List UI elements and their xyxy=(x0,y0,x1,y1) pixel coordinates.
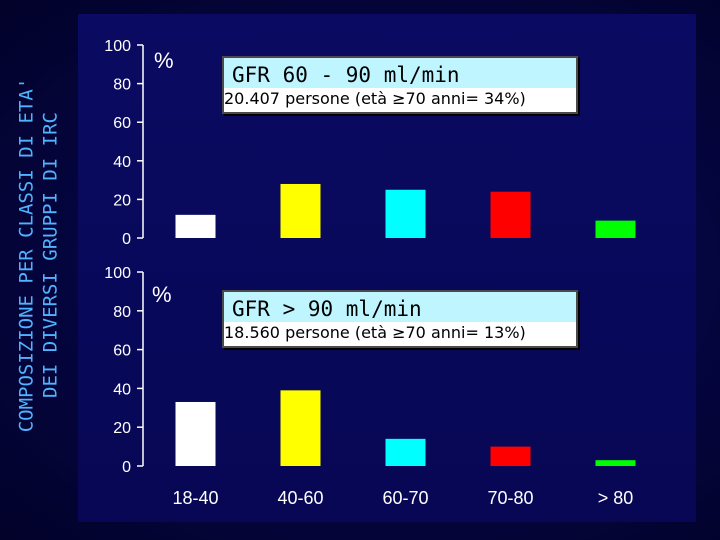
top-chart-title-box: GFR 60 - 90 ml/min 20.407 persone (età ≥… xyxy=(222,56,578,114)
top-chart-subtitle: 20.407 persone (età ≥70 anni= 34%) xyxy=(224,88,576,112)
bottom-y-tick-label: 0 xyxy=(122,459,131,476)
bottom-y-tick-label: 40 xyxy=(113,381,131,398)
bottom-chart-title-box: GFR > 90 ml/min 18.560 persone (età ≥70 … xyxy=(222,290,578,348)
top-y-tick-label: 60 xyxy=(113,115,131,132)
bottom-bar-70-80 xyxy=(490,446,531,466)
x-category-label: > 80 xyxy=(598,488,634,508)
top-chart-unit-label: % xyxy=(154,48,174,73)
top-y-tick-label: 100 xyxy=(104,38,131,55)
bottom-chart-unit-label: % xyxy=(152,282,172,307)
top-y-tick-label: 0 xyxy=(122,231,131,248)
top-y-tick-label: 20 xyxy=(113,192,131,209)
x-category-label: 70-80 xyxy=(487,488,533,508)
bottom-y-tick-label: 20 xyxy=(113,420,131,437)
bottom-bar-60-70 xyxy=(385,438,426,466)
bottom-y-tick-label: 100 xyxy=(104,265,131,282)
top-bar--80 xyxy=(595,220,636,238)
bottom-chart-title: GFR > 90 ml/min xyxy=(232,297,422,321)
bottom-y-tick-label: 80 xyxy=(113,304,131,321)
bottom-bar-18-40 xyxy=(175,401,216,466)
top-bar-70-80 xyxy=(490,191,531,238)
top-y-tick-label: 40 xyxy=(113,154,131,171)
top-bar-18-40 xyxy=(175,214,216,238)
top-chart-title: GFR 60 - 90 ml/min xyxy=(232,63,460,87)
top-bar-40-60 xyxy=(280,183,321,238)
top-bar-60-70 xyxy=(385,189,426,238)
top-y-tick-label: 80 xyxy=(113,77,131,94)
bottom-bar--80 xyxy=(595,460,636,466)
bottom-chart-subtitle: 18.560 persone (età ≥70 anni= 13%) xyxy=(224,322,576,346)
bottom-bar-40-60 xyxy=(280,390,321,466)
bottom-y-tick-label: 60 xyxy=(113,343,131,360)
x-category-label: 60-70 xyxy=(382,488,428,508)
x-category-label: 18-40 xyxy=(172,488,218,508)
x-category-label: 40-60 xyxy=(277,488,323,508)
